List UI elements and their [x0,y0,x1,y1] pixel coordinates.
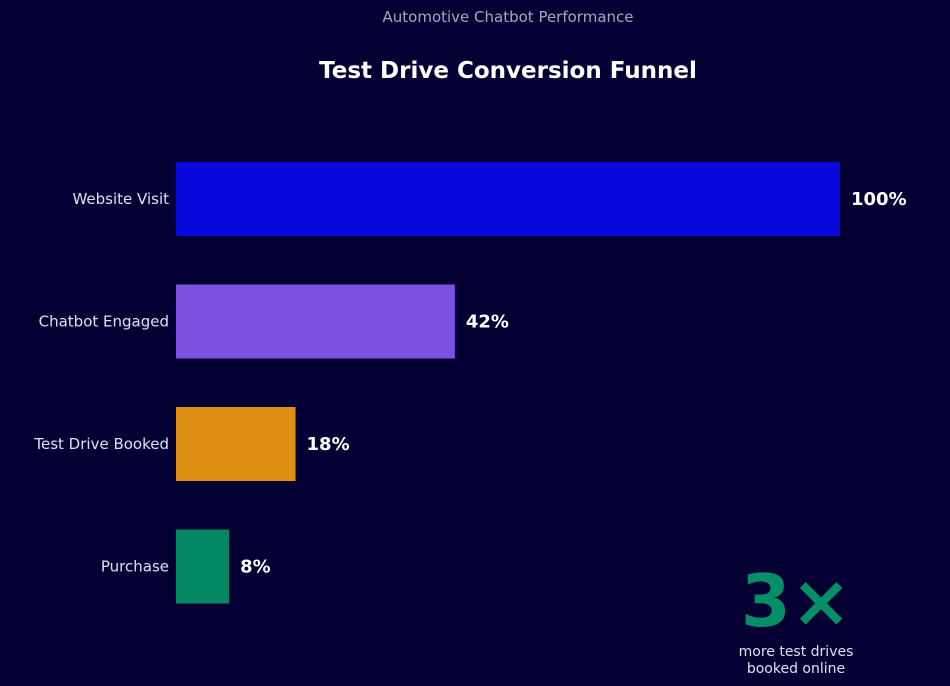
chart-subtitle: Automotive Chatbot Performance [383,8,634,26]
value-label-3: 8% [240,557,271,578]
value-label-0: 100% [851,189,907,210]
bar-0 [176,162,840,236]
callout-line-2: booked online [747,661,845,677]
value-label-2: 18% [307,434,350,455]
callout-multiplier: 3× [741,559,851,643]
category-label-0: Website Visit [72,190,169,208]
bar-1 [176,284,455,359]
chart-title: Test Drive Conversion Funnel [319,58,697,84]
bars-group: Website Visit 100% Chatbot Engaged 42% Test … [33,162,907,604]
category-label-3: Purchase [101,558,169,576]
bar-3 [176,529,230,604]
category-label-2: Test Drive Booked [33,435,169,453]
category-label-1: Chatbot Engaged [39,313,169,331]
value-label-1: 42% [466,312,509,333]
bar-2 [176,407,296,481]
callout-line-1: more test drives [739,644,854,660]
